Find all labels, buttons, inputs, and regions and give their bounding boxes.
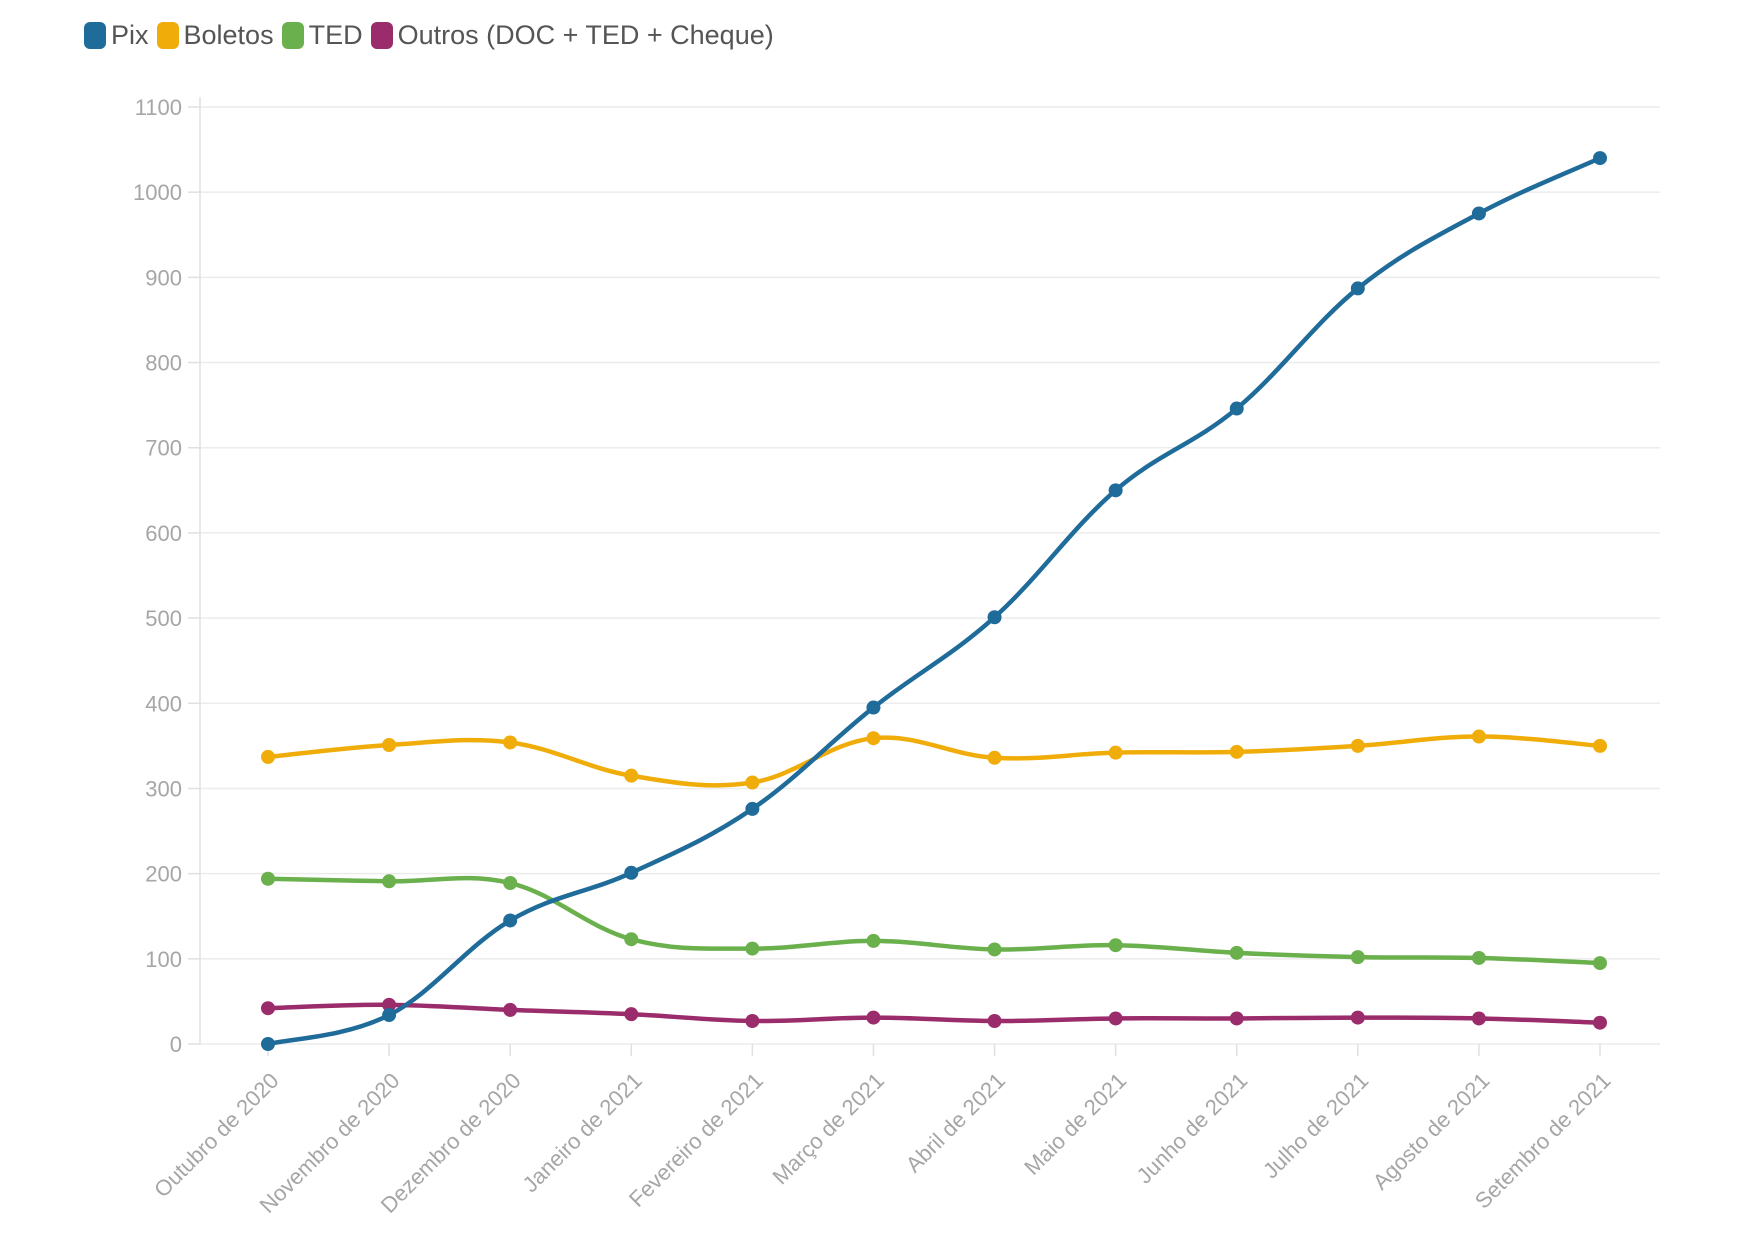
data-point[interactable] <box>382 1008 397 1023</box>
y-tick-label: 1100 <box>135 95 182 120</box>
data-point[interactable] <box>866 731 881 746</box>
series-line <box>265 875 1603 966</box>
legend: Pix Boletos TED Outros (DOC + TED + Cheque) <box>84 20 774 51</box>
legend-swatch <box>281 22 304 49</box>
data-point[interactable] <box>987 942 1002 957</box>
data-point[interactable] <box>745 1014 760 1029</box>
data-point[interactable] <box>1471 950 1486 965</box>
legend-item[interactable]: Pix <box>84 20 149 51</box>
data-point[interactable] <box>1229 945 1244 960</box>
data-point[interactable] <box>1593 151 1607 166</box>
data-point[interactable] <box>503 876 518 891</box>
y-tick-label: 900 <box>145 265 182 290</box>
legend-label: Boletos <box>183 20 274 50</box>
data-point[interactable] <box>1108 745 1123 760</box>
data-point[interactable] <box>1593 738 1607 753</box>
data-point[interactable] <box>624 768 639 783</box>
y-tick-label: 300 <box>145 776 182 801</box>
data-point[interactable] <box>624 1007 639 1022</box>
x-tick-label: Outubro de 2020 <box>149 1068 283 1202</box>
data-point[interactable] <box>866 1010 881 1025</box>
data-point[interactable] <box>1593 1015 1607 1030</box>
legend-label: Outros (DOC + TED + Cheque) <box>397 20 774 50</box>
data-point[interactable] <box>1471 206 1486 221</box>
data-point[interactable] <box>382 997 397 1012</box>
data-point[interactable] <box>1350 281 1365 296</box>
legend-item[interactable]: Boletos <box>156 20 274 51</box>
data-point[interactable] <box>261 1037 275 1051</box>
data-point[interactable] <box>1108 483 1123 498</box>
series-lines <box>265 155 1603 1047</box>
data-point[interactable] <box>624 932 639 947</box>
data-point[interactable] <box>1108 938 1123 953</box>
data-point[interactable] <box>1350 738 1365 753</box>
x-tick-label: Junho de 2021 <box>1132 1068 1253 1189</box>
data-point[interactable] <box>1229 744 1244 759</box>
series-line <box>265 155 1603 1047</box>
data-point[interactable] <box>987 750 1002 765</box>
x-tick-label: Janeiro de 2021 <box>518 1068 647 1197</box>
data-point[interactable] <box>987 1014 1002 1029</box>
data-point[interactable] <box>382 738 397 753</box>
data-point[interactable] <box>503 735 518 750</box>
y-tick-label: 100 <box>145 947 182 972</box>
x-tick-label: Fevereiro de 2021 <box>624 1068 768 1212</box>
data-point[interactable] <box>1471 729 1486 744</box>
x-tick-label: Setembro de 2021 <box>1470 1068 1616 1214</box>
y-tick-label: 500 <box>145 606 182 631</box>
data-point[interactable] <box>745 775 760 790</box>
gridlines <box>200 106 1660 1045</box>
data-point[interactable] <box>1108 1011 1123 1026</box>
data-point[interactable] <box>1350 950 1365 965</box>
series-points <box>261 151 1607 1051</box>
data-point[interactable] <box>987 610 1002 625</box>
legend-label: TED <box>308 20 363 50</box>
x-tick-label: Agosto de 2021 <box>1368 1068 1495 1195</box>
data-point[interactable] <box>1229 1011 1244 1026</box>
y-tick-label: 200 <box>145 862 182 887</box>
y-axis: 0 100 200 300 400 500 600 700 800 900 1000 1100 <box>133 95 201 1057</box>
data-point[interactable] <box>261 1001 275 1016</box>
data-point[interactable] <box>866 700 881 715</box>
data-point[interactable] <box>866 933 881 948</box>
data-point[interactable] <box>745 801 760 816</box>
x-tick-label: Julho de 2021 <box>1258 1068 1373 1183</box>
y-tick-label: 600 <box>145 521 182 546</box>
y-tick-label: 400 <box>145 691 182 716</box>
legend-item[interactable]: Outros (DOC + TED + Cheque) <box>370 20 774 51</box>
data-point[interactable] <box>503 913 518 928</box>
y-tick-label: 0 <box>170 1032 182 1057</box>
x-tick-label: Março de 2021 <box>768 1068 889 1189</box>
data-point[interactable] <box>1229 401 1244 416</box>
y-tick-label: 1000 <box>133 180 182 205</box>
data-point[interactable] <box>745 941 760 956</box>
legend-label: Pix <box>111 20 149 50</box>
series-line <box>265 1002 1603 1025</box>
data-point[interactable] <box>1471 1011 1486 1026</box>
x-tick-label: Maio de 2021 <box>1019 1068 1131 1180</box>
legend-swatch <box>156 22 179 49</box>
x-tick-label: Abril de 2021 <box>901 1068 1010 1177</box>
data-point[interactable] <box>382 874 397 889</box>
data-point[interactable] <box>261 749 275 764</box>
data-point[interactable] <box>624 865 639 880</box>
series-line <box>265 734 1603 788</box>
y-tick-label: 700 <box>145 436 182 461</box>
data-point[interactable] <box>1350 1010 1365 1025</box>
data-point[interactable] <box>503 1002 518 1017</box>
legend-swatch <box>370 22 393 49</box>
legend-swatch <box>84 22 106 49</box>
data-point[interactable] <box>261 871 275 886</box>
legend-item[interactable]: TED <box>281 20 363 51</box>
y-tick-label: 800 <box>145 351 182 376</box>
data-point[interactable] <box>1593 956 1607 971</box>
